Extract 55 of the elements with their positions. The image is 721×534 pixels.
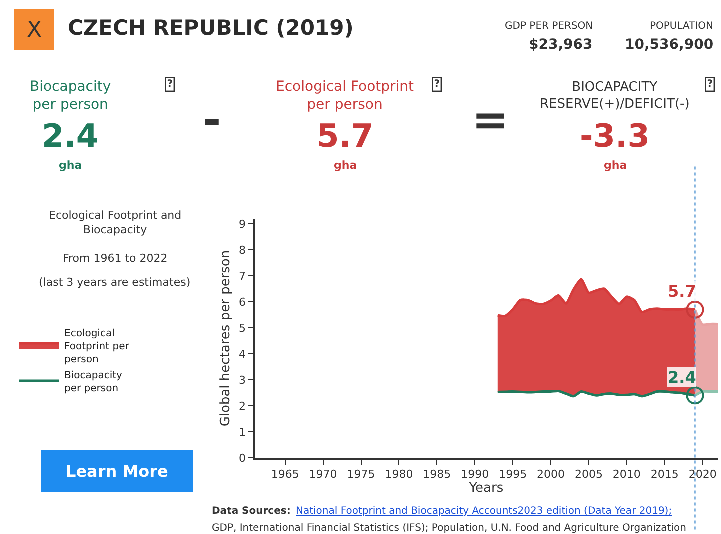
y-tick-label: 0	[239, 452, 246, 465]
legend-label: Biocapacity per person	[64, 370, 123, 394]
chart-title: CZECH REPUBLIC (2019)	[68, 16, 354, 40]
y-axis-title: Global hectares per person	[218, 250, 234, 427]
text: Ecological Footprint and Biocapacity	[49, 209, 182, 236]
y-tick-label: 1	[239, 426, 246, 439]
text: (last 3 years are estimates)	[39, 276, 191, 289]
text: -	[203, 95, 222, 146]
text: National Footprint and Biocapacity Accounts2023 edition (Data Year 2019);	[296, 506, 672, 517]
text: gha	[59, 159, 82, 172]
text: gha	[334, 159, 358, 172]
x-tick-label: 1995	[499, 468, 528, 481]
x-tick-label: 1970	[309, 468, 338, 481]
text: -3.3	[580, 117, 650, 155]
annotation: 2.4	[668, 368, 696, 387]
text: From 1961 to 2022	[63, 252, 168, 265]
y-tick-label: 2	[239, 400, 246, 413]
x-axis-title: Years	[468, 480, 504, 496]
x-tick-label: 1990	[461, 468, 490, 481]
text: Data Sources:	[212, 506, 291, 517]
text: Learn More	[66, 462, 168, 481]
y-tick-label: 3	[239, 374, 246, 387]
text: X	[27, 18, 42, 43]
x-tick-label: 1965	[271, 468, 300, 481]
text: 10,536,900	[625, 37, 714, 53]
y-tick-label: 7	[239, 270, 246, 283]
x-tick-label: 1975	[347, 468, 376, 481]
text: =	[472, 95, 509, 146]
text: GDP PER PERSON	[505, 21, 594, 32]
x-tick-label: 2000	[537, 468, 566, 481]
legend-label: Ecological Footprint per person	[64, 328, 130, 366]
annotation: 5.7	[668, 282, 696, 301]
text: BIOCAPACITY RESERVE(+)/DEFICIT(-)	[540, 80, 690, 112]
y-tick-label: 8	[239, 244, 246, 258]
x-tick-label: 2020	[688, 468, 717, 481]
x-tick-label: 1980	[385, 468, 414, 481]
y-tick-label: 9	[239, 218, 246, 232]
text: $23,963	[529, 37, 593, 53]
text: ?	[167, 79, 174, 90]
x-tick-label: 2005	[574, 468, 603, 481]
text: 5.7	[317, 117, 374, 155]
text: GDP, International Financial Statistics (IFS); Population, U.N. Food and Agriculture Organization	[212, 523, 686, 534]
text: ?	[707, 79, 714, 90]
text: 2.4	[42, 117, 99, 155]
text: POPULATION	[650, 21, 714, 32]
text: Biocapacity per person	[30, 79, 112, 114]
x-tick-label: 2010	[612, 468, 641, 481]
y-tick-label: 6	[239, 296, 246, 309]
text: gha	[604, 159, 628, 172]
x-tick-label: 2015	[650, 468, 679, 481]
y-tick-label: 4	[239, 348, 246, 361]
text: Ecological Footprint per person	[276, 79, 415, 114]
x-tick-label: 1985	[423, 468, 452, 481]
text: ?	[434, 79, 440, 90]
y-tick-label: 5	[239, 322, 246, 335]
